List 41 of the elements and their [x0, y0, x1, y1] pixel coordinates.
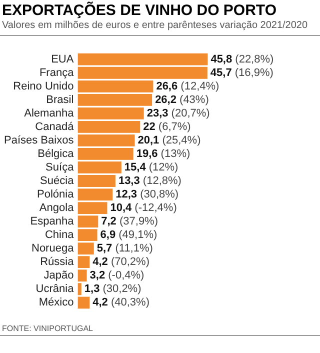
y-tick-label: Brasil — [46, 94, 74, 106]
y-tick-label: Alemanha — [24, 107, 75, 120]
data-label: 26,6 (12,4%) — [156, 80, 220, 92]
y-tick-label: Polónia — [37, 188, 75, 201]
y-tick-label: Ucrânia — [36, 283, 75, 296]
y-tick-label: França — [39, 66, 75, 79]
data-label: 22 (6,7%) — [143, 120, 191, 133]
data-label: 10,4 (-12,4%) — [110, 202, 177, 214]
y-tick-label: EUA — [51, 53, 74, 66]
data-label: 45,7 (16,9%) — [210, 66, 274, 79]
data-label: 15,4 (12%) — [124, 162, 178, 174]
data-label: 7,2 (37,9%) — [101, 216, 158, 228]
y-tick-label: Rússia — [40, 256, 75, 268]
data-label: 19,6 (13%) — [136, 148, 190, 160]
data-label: 4,2 (40,3%) — [92, 296, 150, 309]
y-tick-label: Suécia — [40, 175, 75, 188]
chart-subtitle: Valores em milhões de euros e entre parênteses variação 2021/2020 — [0, 19, 320, 36]
y-tick-label: México — [38, 296, 74, 309]
data-label: 3,2 (-0,4%) — [90, 270, 144, 282]
y-tick-label: Angola — [39, 202, 75, 214]
data-label: 5,7 (11,1%) — [96, 242, 153, 255]
chart-title: EXPORTAÇÕES DE VINHO DO PORTO — [1, 0, 278, 19]
data-label: 23,3 (20,7%) — [146, 107, 210, 120]
data-label: 20,1 (25,4%) — [138, 134, 201, 146]
data-label: 26,2 (43%) — [155, 94, 209, 106]
y-tick-label: Espanha — [30, 216, 75, 228]
y-tick-label: Suíça — [46, 162, 75, 174]
y-tick-label: Reino Unido — [13, 80, 74, 92]
y-tick-label: Japão — [44, 270, 74, 282]
data-label: 45,8 (22,8%) — [210, 53, 274, 66]
data-label: 12,3 (30,8%) — [116, 188, 179, 201]
data-label: 1,3 (30,2%) — [84, 283, 142, 296]
data-label: 4,2 (70,2%) — [92, 256, 150, 268]
y-tick-label: Noruega — [32, 242, 75, 255]
source-note: FONTE: VINIPORTUGAL — [0, 320, 320, 336]
data-label: 13,3 (12,8%) — [118, 175, 182, 188]
y-tick-label: Bélgica — [38, 148, 75, 160]
data-label: 6,9 (49,1%) — [100, 229, 158, 242]
y-tick-label: Países Baixos — [4, 134, 74, 146]
y-tick-label: Canadá — [35, 120, 75, 133]
y-tick-label: China — [44, 229, 75, 242]
